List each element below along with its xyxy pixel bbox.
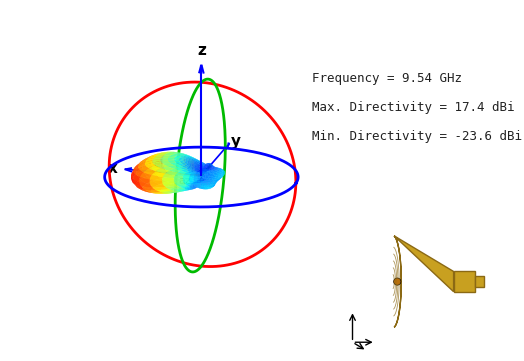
Circle shape xyxy=(394,278,401,285)
Polygon shape xyxy=(475,276,484,287)
Text: Max. Directivity = 17.4 dBi: Max. Directivity = 17.4 dBi xyxy=(312,101,514,114)
Text: Frequency = 9.54 GHz: Frequency = 9.54 GHz xyxy=(312,72,462,85)
Text: Min. Directivity = -23.6 dBi: Min. Directivity = -23.6 dBi xyxy=(312,130,522,143)
Polygon shape xyxy=(454,271,475,292)
Polygon shape xyxy=(394,236,454,327)
